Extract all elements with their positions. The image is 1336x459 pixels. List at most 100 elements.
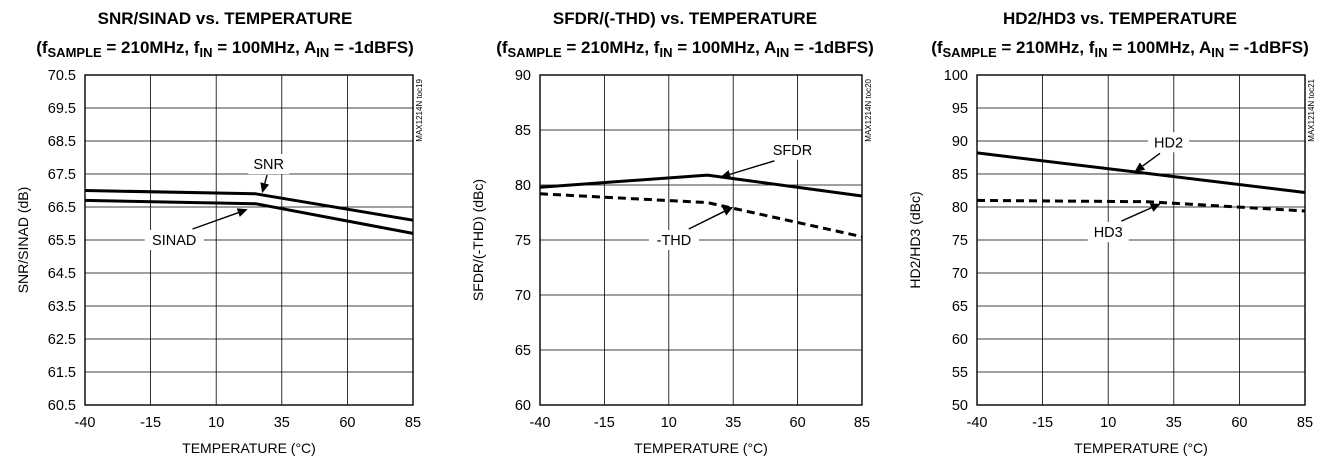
chart-title: SFDR/(-THD) vs. TEMPERATURE xyxy=(553,9,817,28)
y-tick-label: 70 xyxy=(515,288,531,304)
y-tick-label: 60 xyxy=(952,332,968,348)
annotation-label-bg xyxy=(248,154,290,175)
y-tick-label: 95 xyxy=(952,101,968,117)
y-tick-label: 60.5 xyxy=(48,398,76,414)
subtitle-text: = 210MHz, f xyxy=(102,38,200,57)
figure-code-label: MAX1214N toc21 xyxy=(1307,78,1316,141)
subtitle-text: = 100MHz, A xyxy=(212,38,316,57)
annotation-arrowhead xyxy=(1134,162,1146,173)
subtitle-subscript: SAMPLE xyxy=(508,45,563,60)
annotation-arrowhead xyxy=(722,207,734,216)
annotation-arrowhead xyxy=(236,208,248,217)
annotation-arrow xyxy=(192,212,239,230)
chart-subtitle: (fSAMPLE = 210MHz, fIN = 100MHz, AIN = -… xyxy=(496,38,874,60)
chart-3: HD2/HD3 vs. TEMPERATURE (fSAMPLE = 210MHz… xyxy=(907,9,1316,456)
subtitle-subscript: IN xyxy=(659,45,672,60)
annotation-arrow xyxy=(1121,207,1152,222)
plot-frame xyxy=(84,74,414,406)
x-tick-label: -15 xyxy=(140,415,161,431)
x-tick-label: 85 xyxy=(854,415,870,431)
x-tick-label: -15 xyxy=(1032,415,1053,431)
y-tick-label: 66.5 xyxy=(48,200,76,216)
subtitle-text: = -1dBFS) xyxy=(1224,38,1309,57)
annotation-arrowhead xyxy=(720,170,732,179)
chart-1: SNR/SINAD vs. TEMPERATURE (fSAMPLE = 210M… xyxy=(15,9,424,456)
x-tick-label: 85 xyxy=(405,415,421,431)
y-tick-label: 100 xyxy=(944,68,968,84)
x-tick-label: -40 xyxy=(530,415,551,431)
subtitle-subscript: IN xyxy=(776,45,789,60)
annotation-label: -THD xyxy=(657,233,692,249)
subtitle-subscript: IN xyxy=(316,45,329,60)
x-tick-label: 10 xyxy=(661,415,677,431)
series-line-thd xyxy=(539,192,863,239)
series-line-snr xyxy=(84,189,414,222)
subtitle-text: = -1dBFS) xyxy=(329,38,414,57)
x-tick-label: 10 xyxy=(1100,415,1116,431)
x-tick-label: 60 xyxy=(790,415,806,431)
annotation-label-bg xyxy=(144,230,204,250)
subtitle-text: (f xyxy=(931,38,943,57)
y-tick-label: 80 xyxy=(515,178,531,194)
y-axis-label: SNR/SINAD (dB) xyxy=(15,187,31,294)
y-tick-label: 90 xyxy=(952,134,968,150)
y-tick-label: 55 xyxy=(952,365,968,381)
x-tick-label: -40 xyxy=(967,415,988,431)
chart-subtitle: (fSAMPLE = 210MHz, fIN = 100MHz, AIN = -… xyxy=(931,38,1309,60)
subtitle-text: (f xyxy=(496,38,508,57)
x-tick-label: 60 xyxy=(339,415,355,431)
annotation-label-bg xyxy=(1087,222,1129,243)
subtitle-text: = 100MHz, A xyxy=(672,38,776,57)
figure-code-label: MAX1214N toc19 xyxy=(415,78,424,141)
y-tick-label: 80 xyxy=(952,200,968,216)
subtitle-subscript: SAMPLE xyxy=(48,45,103,60)
y-tick-label: 65 xyxy=(515,343,531,359)
y-tick-label: 75 xyxy=(952,233,968,249)
chart-title: HD2/HD3 vs. TEMPERATURE xyxy=(1003,9,1237,28)
y-tick-label: 61.5 xyxy=(48,365,76,381)
annotation-arrow xyxy=(729,160,775,176)
annotation-label: SFDR xyxy=(773,143,812,159)
annotation-label: HD2 xyxy=(1154,135,1183,151)
annotation-label: SNR xyxy=(253,157,284,173)
y-tick-label: 75 xyxy=(515,233,531,249)
y-tick-label: 65 xyxy=(952,299,968,315)
subtitle-text: = 100MHz, A xyxy=(1107,38,1211,57)
y-tick-label: 65.5 xyxy=(48,233,76,249)
annotation-label-bg xyxy=(1148,132,1190,153)
annotation-arrowhead xyxy=(1149,203,1161,212)
annotation-arrow xyxy=(688,210,725,230)
subtitle-subscript: SAMPLE xyxy=(943,45,998,60)
annotation-label: SINAD xyxy=(152,233,196,249)
subtitle-subscript: IN xyxy=(199,45,212,60)
figure-code-label: MAX1214N toc20 xyxy=(864,78,873,141)
annotation-label-bg xyxy=(648,230,699,250)
x-axis-label: TEMPERATURE (°C) xyxy=(1074,440,1208,456)
chart-2: SFDR/(-THD) vs. TEMPERATURE (fSAMPLE = 21… xyxy=(470,9,874,456)
x-tick-label: -40 xyxy=(75,415,96,431)
subtitle-text: (f xyxy=(36,38,48,57)
chart-title: SNR/SINAD vs. TEMPERATURE xyxy=(98,9,353,28)
x-tick-label: 85 xyxy=(1297,415,1313,431)
y-tick-label: 60 xyxy=(515,398,531,414)
y-tick-label: 63.5 xyxy=(48,299,76,315)
y-axis-label: HD2/HD3 (dBc) xyxy=(907,191,923,288)
plot-frame xyxy=(539,74,863,406)
annotation-arrow xyxy=(264,174,268,184)
x-tick-label: -15 xyxy=(594,415,615,431)
y-tick-label: 85 xyxy=(515,123,531,139)
x-tick-label: 10 xyxy=(208,415,224,431)
series-line-hd2 xyxy=(976,151,1306,194)
subtitle-subscript: IN xyxy=(1211,45,1224,60)
x-tick-label: 35 xyxy=(274,415,290,431)
chart-subtitle: (fSAMPLE = 210MHz, fIN = 100MHz, AIN = -… xyxy=(36,38,414,60)
y-tick-label: 68.5 xyxy=(48,134,76,150)
y-tick-label: 62.5 xyxy=(48,332,76,348)
y-tick-label: 64.5 xyxy=(48,266,76,282)
subtitle-text: = -1dBFS) xyxy=(789,38,874,57)
series-line-sfdr xyxy=(539,173,863,198)
subtitle-subscript: IN xyxy=(1094,45,1107,60)
y-tick-label: 70 xyxy=(952,266,968,282)
y-tick-label: 90 xyxy=(515,68,531,84)
